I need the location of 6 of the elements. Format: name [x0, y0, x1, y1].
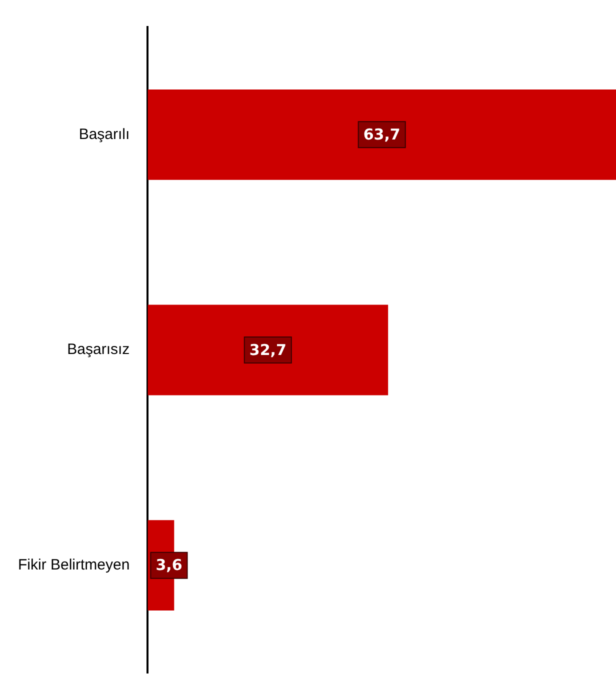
data-label: 63,7: [363, 126, 400, 144]
data-label: 32,7: [249, 340, 286, 359]
y-tick-label: Başarısız: [67, 341, 130, 358]
y-tick-label: Fikir Belirtmeyen: [18, 556, 130, 574]
data-label: 3,6: [156, 556, 182, 574]
y-tick-label: Başarılı: [78, 126, 130, 143]
